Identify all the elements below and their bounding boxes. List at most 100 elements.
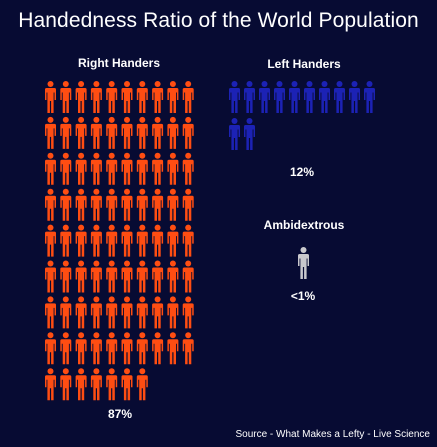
right-person-icon: [106, 152, 118, 185]
right-person-icon: [75, 296, 87, 329]
right-person-icon: [136, 116, 148, 149]
right-person-icon: [136, 332, 148, 365]
right-person-icon: [182, 188, 194, 221]
right-person-icon: [45, 260, 56, 293]
right-person-icon: [75, 152, 87, 185]
right-person-icon: [182, 152, 194, 185]
right-person-icon: [167, 296, 179, 329]
right-person-icon: [90, 116, 102, 149]
right-person-icon: [136, 152, 148, 185]
left-person-icon: [229, 81, 240, 113]
right-person-icon: [182, 81, 194, 113]
right-person-icon: [136, 260, 148, 293]
right-person-icon: [60, 152, 72, 185]
right-person-icon: [167, 188, 179, 221]
right-person-icon: [60, 224, 72, 257]
left-person-icon: [274, 81, 285, 113]
right-person-icon: [60, 116, 72, 149]
left-person-icon: [349, 81, 360, 113]
right-person-icon: [106, 260, 118, 293]
right-person-icon: [90, 224, 102, 257]
right-person-icon: [167, 260, 179, 293]
right-person-icon: [121, 296, 133, 329]
right-handers-icons: [45, 81, 194, 401]
left-person-icon: [304, 81, 315, 113]
right-person-icon: [75, 368, 87, 401]
right-person-icon: [75, 81, 87, 113]
right-person-icon: [136, 296, 148, 329]
right-person-icon: [45, 152, 56, 185]
right-person-icon: [121, 368, 133, 401]
right-person-icon: [45, 296, 56, 329]
right-person-icon: [182, 332, 194, 365]
ambidextrous-label: Ambidextrous: [263, 218, 345, 232]
right-person-icon: [136, 188, 148, 221]
right-person-icon: [90, 332, 102, 365]
right-person-icon: [136, 224, 148, 257]
right-person-icon: [152, 152, 164, 185]
right-person-icon: [136, 81, 148, 113]
right-person-icon: [90, 296, 102, 329]
right-person-icon: [182, 260, 194, 293]
ambi-person-icon: [298, 247, 309, 279]
ambidextrous-percent: <1%: [290, 289, 316, 303]
right-person-icon: [45, 368, 56, 401]
right-person-icon: [60, 368, 72, 401]
right-person-icon: [60, 296, 72, 329]
right-person-icon: [45, 332, 56, 365]
left-person-icon: [319, 81, 330, 113]
right-person-icon: [45, 116, 56, 149]
right-person-icon: [152, 260, 164, 293]
left-handers-label: Left Handers: [267, 57, 341, 71]
right-person-icon: [60, 188, 72, 221]
left-handers-percent: 12%: [289, 165, 315, 179]
right-person-icon: [152, 296, 164, 329]
right-person-icon: [106, 116, 118, 149]
right-person-icon: [121, 332, 133, 365]
right-person-icon: [182, 296, 194, 329]
right-person-icon: [75, 224, 87, 257]
left-handers-icons: [229, 81, 375, 150]
right-person-icon: [121, 260, 133, 293]
right-person-icon: [90, 368, 102, 401]
right-person-icon: [45, 188, 56, 221]
right-person-icon: [167, 116, 179, 149]
right-person-icon: [182, 116, 194, 149]
right-person-icon: [90, 81, 102, 113]
right-person-icon: [121, 116, 133, 149]
right-person-icon: [60, 332, 72, 365]
source-note: Source - What Makes a Lefty - Live Scien…: [235, 429, 430, 440]
left-person-icon: [334, 81, 345, 113]
right-person-icon: [182, 224, 194, 257]
right-person-icon: [75, 188, 87, 221]
right-person-icon: [106, 224, 118, 257]
right-person-icon: [106, 296, 118, 329]
right-person-icon: [152, 116, 164, 149]
right-person-icon: [152, 332, 164, 365]
right-person-icon: [121, 152, 133, 185]
right-person-icon: [106, 368, 118, 401]
left-person-icon: [259, 81, 270, 113]
left-person-icon: [244, 118, 255, 150]
right-person-icon: [106, 81, 118, 113]
right-person-icon: [152, 224, 164, 257]
right-person-icon: [106, 332, 118, 365]
right-person-icon: [152, 188, 164, 221]
right-person-icon: [167, 81, 179, 113]
left-person-icon: [229, 118, 240, 150]
right-handers-label: Right Handers: [77, 56, 160, 70]
left-person-icon: [364, 81, 375, 113]
right-person-icon: [90, 152, 102, 185]
right-person-icon: [75, 260, 87, 293]
right-handers-percent: 87%: [107, 407, 133, 421]
right-person-icon: [121, 81, 133, 113]
right-person-icon: [45, 224, 56, 257]
right-person-icon: [60, 260, 72, 293]
right-person-icon: [121, 224, 133, 257]
right-person-icon: [136, 368, 148, 401]
right-person-icon: [121, 188, 133, 221]
right-person-icon: [75, 332, 87, 365]
right-person-icon: [60, 81, 72, 113]
right-person-icon: [90, 260, 102, 293]
